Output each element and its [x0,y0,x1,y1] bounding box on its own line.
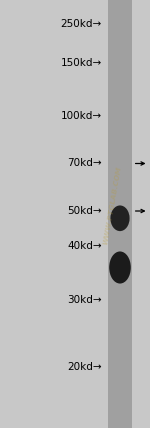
Ellipse shape [109,252,131,284]
Text: 20kd→: 20kd→ [67,362,102,372]
Text: 50kd→: 50kd→ [67,206,102,216]
Text: 150kd→: 150kd→ [61,58,102,68]
Bar [108,0,132,428]
Text: 250kd→: 250kd→ [61,18,102,29]
Text: 100kd→: 100kd→ [61,110,102,121]
Text: WWW.PTGLAB.COM: WWW.PTGLAB.COM [103,166,122,245]
Text: 40kd→: 40kd→ [67,241,102,251]
Ellipse shape [110,205,130,231]
Text: 30kd→: 30kd→ [67,295,102,306]
Text: 70kd→: 70kd→ [67,158,102,169]
